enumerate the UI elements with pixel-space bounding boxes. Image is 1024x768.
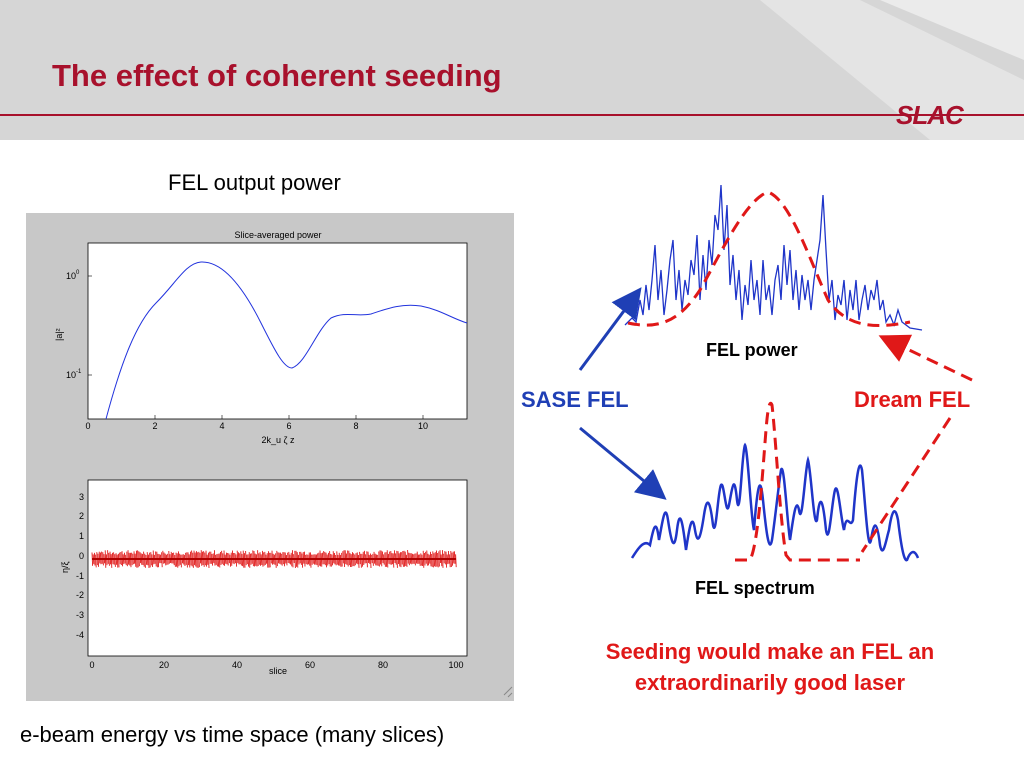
ebeam-caption: e-beam energy vs time space (many slices… bbox=[20, 722, 445, 747]
top-plot-ylabel: |a|² bbox=[54, 328, 64, 341]
top-plot-xlabel: 2k_u ζ z bbox=[262, 435, 295, 445]
bottom-xtick: 20 bbox=[159, 660, 169, 670]
sase-spectrum-trace bbox=[630, 442, 920, 562]
top-plot-axes bbox=[87, 242, 468, 420]
bottom-xtick: 40 bbox=[232, 660, 242, 670]
matlab-figure: Slice-averaged power 0 2 4 6 8 10 100 10… bbox=[26, 213, 514, 701]
top-xtick: 10 bbox=[418, 421, 428, 431]
dream-arrow-power bbox=[878, 334, 973, 382]
matlab-plots: Slice-averaged power 0 2 4 6 8 10 100 10… bbox=[54, 230, 513, 698]
bottom-xtick: 100 bbox=[448, 660, 463, 670]
bottom-xtick: 80 bbox=[378, 660, 388, 670]
bottom-plot-axes bbox=[87, 479, 468, 657]
fel-output-power-caption: FEL output power bbox=[168, 170, 341, 195]
dream-fel-label: Dream FEL bbox=[854, 387, 971, 412]
sase-fel-label: SASE FEL bbox=[521, 387, 629, 412]
bottom-ytick: -1 bbox=[76, 571, 84, 581]
top-ytick-2: 10-1 bbox=[66, 369, 82, 380]
bottom-ytick: 0 bbox=[79, 551, 84, 561]
dream-spectrum-trace bbox=[735, 401, 860, 562]
power-curve bbox=[105, 261, 468, 420]
top-xtick: 6 bbox=[286, 421, 291, 431]
header-decoration bbox=[0, 0, 1024, 140]
bottom-ytick: -3 bbox=[76, 610, 84, 620]
slide-header: The effect of coherent seeding SLAC bbox=[0, 0, 1024, 140]
bottom-plot-xlabel: slice bbox=[269, 666, 287, 676]
top-xtick: 0 bbox=[85, 421, 90, 431]
slide-title: The effect of coherent seeding bbox=[52, 58, 502, 93]
seeding-note-line2: extraordinarily good laser bbox=[634, 670, 906, 695]
bottom-ytick: 2 bbox=[79, 511, 84, 521]
sase-power-trace bbox=[624, 184, 923, 331]
bottom-xtick: 60 bbox=[305, 660, 315, 670]
dream-arrow-spectrum bbox=[860, 417, 952, 553]
dream-power-trace bbox=[627, 190, 911, 328]
slac-logo: SLAC bbox=[896, 100, 964, 130]
bottom-ytick: 3 bbox=[79, 492, 84, 502]
bottom-ytick: -2 bbox=[76, 590, 84, 600]
seeding-note: Seeding would make an FEL an extraordina… bbox=[540, 636, 1000, 698]
seeding-note-line1: Seeding would make an FEL an bbox=[605, 639, 935, 664]
bottom-ytick: 1 bbox=[79, 531, 84, 541]
sase-arrow-power bbox=[578, 287, 642, 371]
fel-spectrum-label: FEL spectrum bbox=[695, 578, 815, 598]
top-xtick: 8 bbox=[353, 421, 358, 431]
sase-arrow-spectrum bbox=[579, 426, 667, 500]
top-ytick-1: 100 bbox=[66, 270, 80, 281]
bottom-xtick: 0 bbox=[89, 660, 94, 670]
energy-scatter-band bbox=[91, 549, 457, 569]
top-plot-title: Slice-averaged power bbox=[234, 230, 321, 240]
top-xtick: 2 bbox=[152, 421, 157, 431]
bottom-ytick: -4 bbox=[76, 630, 84, 640]
bottom-plot-ylabel: η/ξ bbox=[60, 561, 70, 573]
top-xtick: 4 bbox=[219, 421, 224, 431]
fel-power-label: FEL power bbox=[706, 340, 798, 360]
